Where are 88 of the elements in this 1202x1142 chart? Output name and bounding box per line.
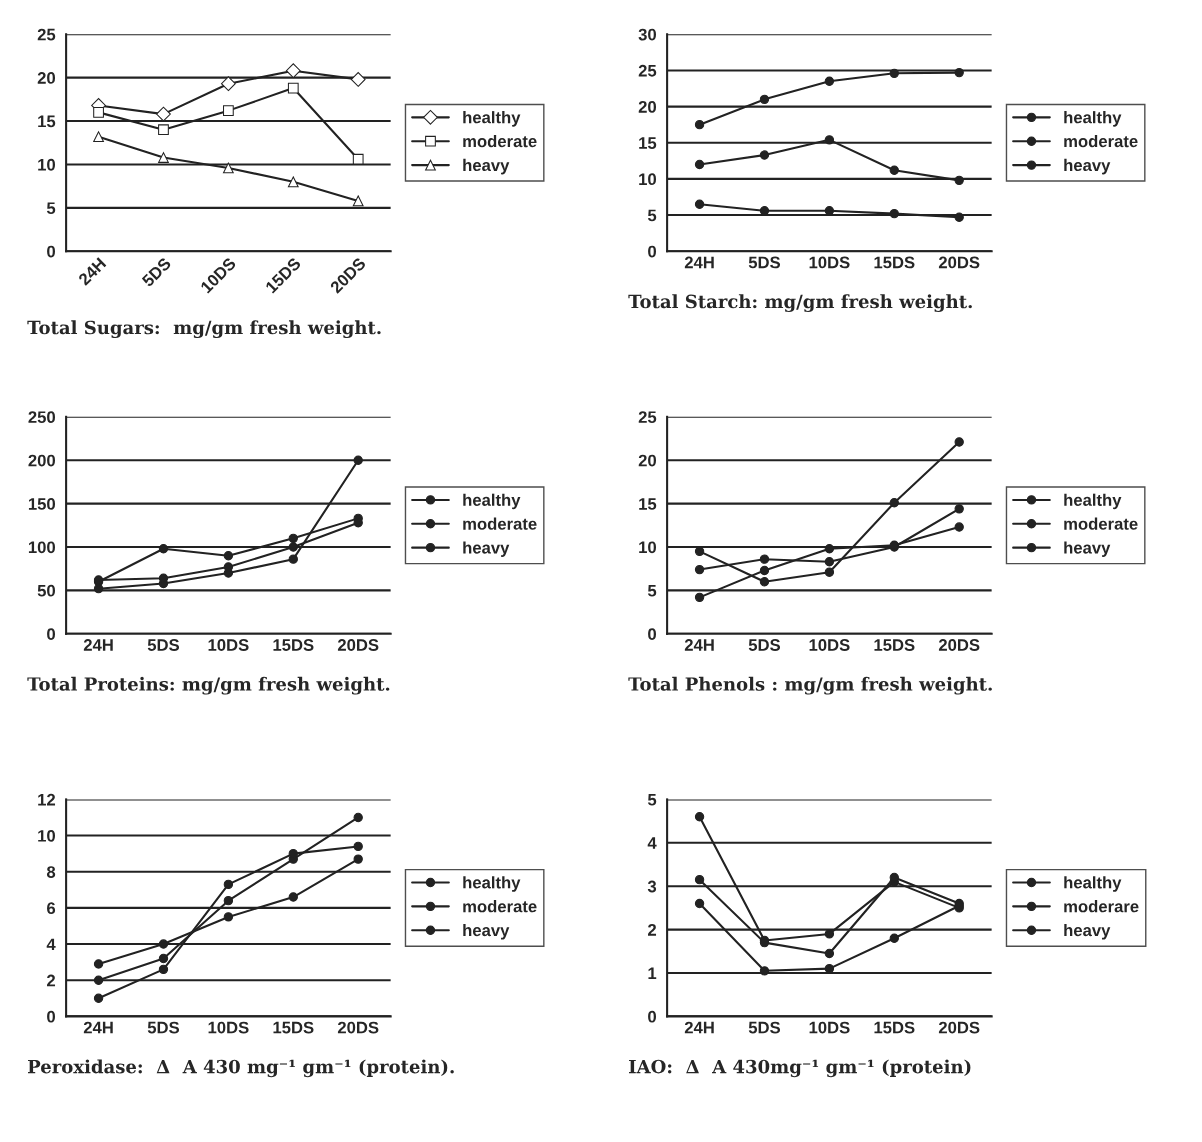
- x-tick-label: 5DS: [748, 1021, 781, 1034]
- y-tick-label: 15: [639, 498, 657, 510]
- x-tick-label: 20DS: [938, 639, 980, 651]
- x-tick-label: 10DS: [208, 1021, 249, 1034]
- y-tick-label: 25: [37, 28, 56, 41]
- x-tick-label: 15DS: [874, 639, 915, 651]
- y-tick-label: 0: [648, 245, 657, 258]
- legend-label: healthy: [1064, 876, 1122, 892]
- y-tick-label: 250: [28, 411, 56, 424]
- y-tick-label: 15: [38, 115, 56, 128]
- legend-label: heavy: [1064, 158, 1111, 175]
- y-tick-label: 50: [37, 584, 56, 597]
- y-tick-label: 10: [38, 158, 56, 171]
- x-tick-label: 10DS: [208, 639, 249, 651]
- legend-label: heavy: [463, 158, 510, 175]
- x-tick-label: 20DS: [337, 1021, 379, 1034]
- y-tick-label: 0: [47, 628, 56, 641]
- y-tick-label: 2: [648, 923, 657, 936]
- legend-label: moderate: [1064, 517, 1138, 530]
- x-tick-label: 10DS: [809, 1021, 850, 1034]
- y-tick-label: 1: [648, 967, 657, 980]
- x-tick-label: 24H: [684, 639, 714, 651]
- y-tick-label: 0: [47, 245, 56, 258]
- y-tick-label: 8: [46, 866, 56, 878]
- x-tick-label: 10DS: [809, 639, 850, 651]
- y-tick-label: 25: [638, 64, 657, 77]
- legend-label: moderate: [1064, 134, 1138, 148]
- x-tick-label: 15DS: [874, 256, 915, 269]
- legend-label: healthy: [463, 493, 521, 510]
- text: Peroxidase: Δ A 430 mg⁻¹ gm⁻¹ (protein).: [28, 1059, 454, 1078]
- legend-label: heavy: [1064, 923, 1111, 940]
- text: Total Sugars: mg/gm fresh weight.: [27, 320, 381, 339]
- x-tick-label: 15DS: [874, 1021, 915, 1034]
- y-tick-label: 6: [47, 902, 56, 915]
- x-tick-label: 5DS: [147, 1021, 180, 1034]
- text: Total Proteins: mg/gm fresh weight.: [27, 676, 390, 695]
- x-tick-label: 5DS: [748, 639, 781, 651]
- y-tick-label: 10: [639, 173, 657, 186]
- x-tick-label: 24H: [684, 1021, 714, 1034]
- x-tick-label: 24H: [83, 639, 113, 651]
- x-tick-label: 15DS: [273, 1021, 314, 1034]
- legend-label: heavy: [463, 541, 510, 557]
- y-tick-label: 4: [647, 837, 657, 849]
- x-tick-label: 5DS: [748, 256, 781, 269]
- x-tick-label: 5DS: [141, 256, 172, 288]
- y-tick-label: 2: [47, 974, 56, 987]
- text: Total Phenols : mg/gm fresh weight.: [628, 676, 992, 695]
- x-tick-label: 15DS: [273, 639, 314, 651]
- y-tick-label: 0: [47, 1010, 56, 1023]
- y-tick-label: 5: [647, 584, 657, 597]
- y-tick-label: 100: [28, 541, 56, 554]
- y-tick-label: 5: [46, 202, 56, 215]
- y-tick-label: 25: [638, 411, 657, 424]
- y-tick-label: 3: [647, 880, 657, 893]
- y-tick-label: 4: [46, 938, 56, 951]
- y-tick-label: 0: [648, 1010, 657, 1023]
- y-tick-label: 10: [639, 541, 657, 554]
- legend-label: heavy: [463, 923, 510, 940]
- y-tick-label: 15: [639, 137, 657, 149]
- y-tick-label: 12: [38, 793, 56, 806]
- y-tick-label: 5: [647, 209, 657, 222]
- y-tick-label: 5: [647, 793, 657, 806]
- x-tick-label: 10DS: [809, 256, 850, 269]
- legend-label: moderate: [463, 900, 537, 913]
- x-tick-label: 20DS: [938, 256, 980, 269]
- text: Total Starch: mg/gm fresh weight.: [628, 294, 972, 313]
- y-tick-label: 30: [638, 28, 657, 41]
- y-tick-label: 20: [638, 454, 657, 467]
- y-tick-label: 10: [38, 829, 56, 842]
- legend-label: healthy: [463, 111, 521, 127]
- legend-label: moderate: [463, 134, 537, 148]
- x-tick-label: 20DS: [938, 1021, 980, 1034]
- legend-label: moderate: [463, 517, 537, 530]
- x-tick-label: 5DS: [147, 639, 180, 651]
- text: IAO: Δ A 430mg⁻¹ gm⁻¹ (protein): [629, 1059, 971, 1078]
- y-tick-label: 20: [37, 72, 56, 84]
- legend-label: healthy: [1064, 493, 1122, 510]
- x-tick-label: 24H: [684, 256, 714, 269]
- x-tick-label: 20DS: [337, 639, 379, 651]
- y-tick-label: 150: [28, 498, 56, 510]
- y-tick-label: 20: [638, 100, 657, 113]
- y-tick-label: 200: [28, 454, 56, 467]
- x-tick-label: 24H: [83, 1021, 113, 1034]
- legend-label: healthy: [1064, 111, 1122, 127]
- y-tick-label: 0: [648, 628, 657, 641]
- legend-label: moderare: [1064, 900, 1139, 913]
- legend-label: heavy: [1064, 541, 1111, 557]
- legend-label: healthy: [463, 876, 521, 892]
